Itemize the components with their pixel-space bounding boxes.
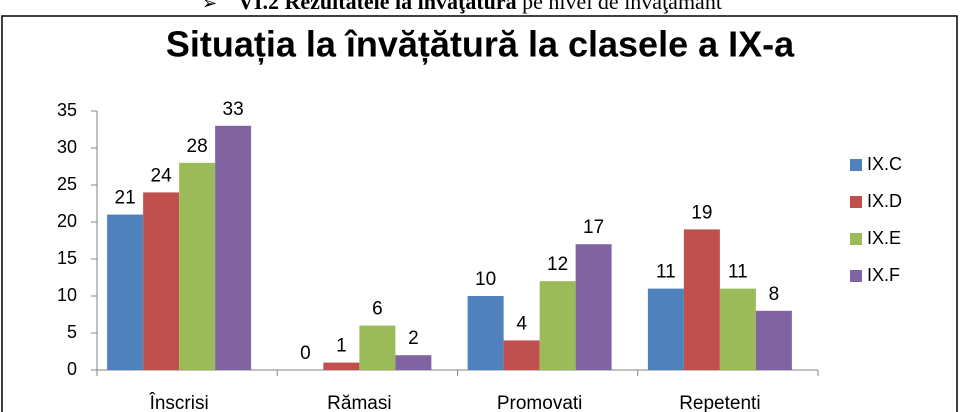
y-tick-label: 20 bbox=[57, 211, 77, 231]
x-tick-label: Repetenti bbox=[679, 393, 760, 412]
bar bbox=[107, 214, 144, 370]
heading-bold: VI.2 Rezultatele la învăţătură bbox=[238, 0, 517, 14]
y-tick-label: 25 bbox=[57, 174, 77, 194]
data-label: 17 bbox=[583, 217, 604, 238]
data-label: 24 bbox=[151, 165, 173, 186]
heading: VI.2 Rezultatele la învăţătură pe nivel … bbox=[238, 0, 722, 14]
data-label: 2 bbox=[408, 328, 419, 349]
bar bbox=[539, 281, 576, 370]
x-tick-label: Promovati bbox=[497, 393, 583, 412]
legend-label: IX.D bbox=[867, 191, 902, 211]
bar bbox=[503, 340, 540, 370]
bar bbox=[755, 310, 792, 370]
legend-label: IX.F bbox=[867, 265, 900, 285]
data-label: 28 bbox=[187, 136, 208, 157]
y-tick-label: 0 bbox=[67, 359, 77, 379]
bullet-icon: ➢ bbox=[202, 0, 217, 13]
data-label: 21 bbox=[115, 188, 136, 209]
data-label: 11 bbox=[728, 262, 748, 283]
bar bbox=[719, 288, 756, 370]
data-label: 8 bbox=[769, 284, 780, 305]
bar bbox=[575, 244, 612, 370]
data-label: 19 bbox=[691, 202, 712, 223]
data-label: 0 bbox=[300, 343, 311, 364]
chart-border bbox=[1, 15, 958, 412]
bar bbox=[215, 125, 252, 370]
legend-swatch bbox=[850, 270, 862, 282]
y-tick-label: 15 bbox=[57, 248, 77, 268]
data-label: 1 bbox=[336, 336, 347, 357]
x-tick-label: Rămasi bbox=[327, 393, 391, 412]
data-label: 4 bbox=[516, 313, 527, 334]
chart-title: Situația la învățătură la clasele a IX-a bbox=[166, 24, 795, 66]
y-tick-label: 30 bbox=[57, 137, 77, 157]
y-tick-label: 5 bbox=[67, 322, 77, 342]
data-label: 12 bbox=[547, 254, 568, 275]
data-label: 33 bbox=[223, 99, 244, 120]
y-tick-label: 10 bbox=[57, 285, 77, 305]
legend-swatch bbox=[850, 196, 862, 208]
legend-label: IX.E bbox=[867, 228, 901, 248]
bar bbox=[683, 229, 720, 370]
bar bbox=[359, 325, 396, 370]
bar bbox=[395, 355, 432, 370]
legend-swatch bbox=[850, 159, 862, 171]
legend-swatch bbox=[850, 233, 862, 245]
legend-label: IX.C bbox=[867, 154, 902, 174]
data-label: 11 bbox=[656, 262, 676, 283]
data-label: 6 bbox=[372, 299, 383, 320]
bar bbox=[179, 162, 216, 370]
y-tick-label: 35 bbox=[57, 100, 77, 120]
bar bbox=[143, 192, 180, 370]
x-tick-label: Înscrisi bbox=[149, 392, 209, 412]
bar bbox=[647, 288, 684, 370]
heading-rest: pe nivel de învăţământ bbox=[522, 0, 722, 14]
data-label: 10 bbox=[475, 269, 496, 290]
bar bbox=[467, 296, 504, 370]
bar bbox=[323, 362, 360, 370]
